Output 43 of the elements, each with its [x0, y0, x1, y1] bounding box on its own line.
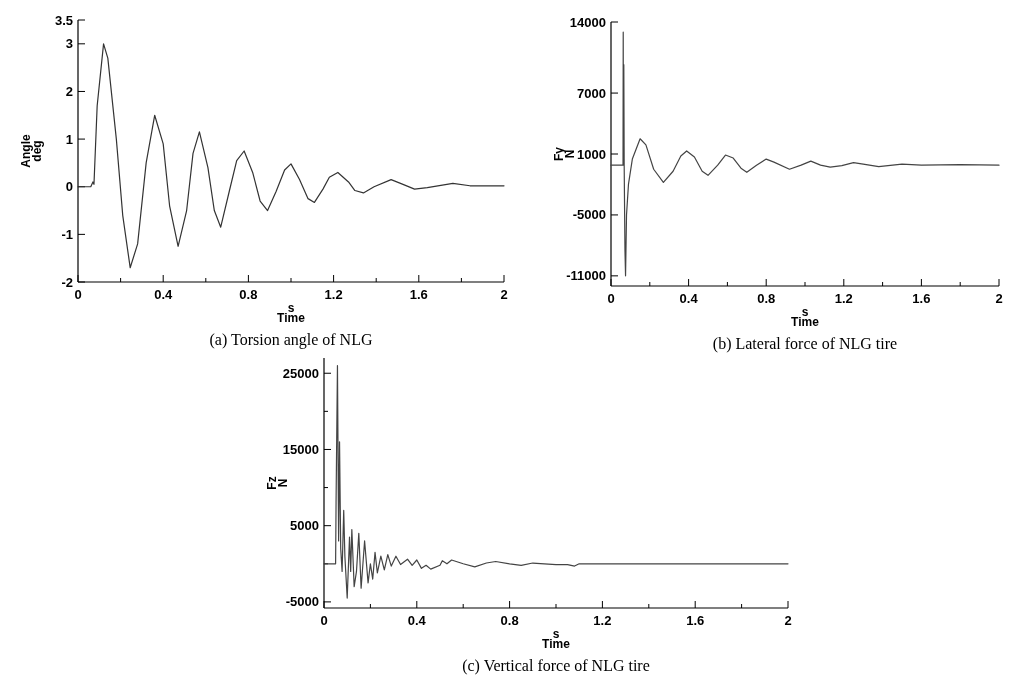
y-tick-label: 15000	[282, 442, 319, 458]
y-axis-title: Angle deg	[19, 134, 44, 168]
y-tick-label: 7000	[577, 85, 606, 101]
line-series	[323, 365, 789, 599]
x-tick-label: 2	[784, 613, 792, 628]
x-tick-label: 0.8	[239, 287, 258, 302]
y-tick-label: 3	[65, 36, 73, 52]
x-tick-label: 0.8	[757, 291, 776, 306]
y-tick-label: -5000	[285, 594, 319, 610]
x-tick-label: 0.8	[500, 613, 519, 628]
x-axis-title: s Time	[791, 305, 820, 329]
y-tick-label: 2	[65, 84, 73, 99]
y-axis-title: Fy N	[552, 146, 577, 162]
text: (c) Vertical force of NLG tire	[462, 657, 650, 675]
x-tick-label: 1.6	[912, 291, 931, 306]
y-axis-title: Fz N	[265, 476, 290, 490]
text: (a) Torsion angle of NLG	[209, 331, 373, 349]
x-tick-label: 1.6	[686, 613, 705, 628]
text: (b) Lateral force of NLG tire	[712, 335, 898, 353]
x-axis-title: s Time	[277, 301, 306, 325]
x-tick-label: 1.2	[593, 613, 612, 628]
y-tick-label: 25000	[282, 365, 319, 381]
x-tick-label: 0.4	[679, 291, 699, 306]
x-tick-label: 2	[500, 287, 508, 302]
x-axis-title: s Time	[542, 627, 571, 651]
x-tick-label: 2	[995, 291, 1003, 306]
line-series	[610, 31, 1000, 277]
y-tick-label: -5000	[572, 207, 606, 223]
x-tick-label: 1.6	[409, 287, 428, 302]
line-series	[77, 43, 505, 269]
y-tick-label: -1	[61, 226, 73, 242]
y-tick-label: -2	[61, 274, 73, 290]
y-tick-label: 5000	[290, 518, 319, 534]
x-tick-label: 0.4	[154, 287, 173, 302]
y-tick-label: -11000	[566, 268, 606, 284]
x-tick-label: 1.2	[324, 287, 343, 302]
y-tick-label: 0	[65, 179, 73, 195]
y-tick-label: 14000	[569, 14, 606, 30]
y-tick-label: 1	[65, 131, 73, 147]
y-tick-label: 1000	[577, 146, 606, 162]
y-tick-label: 3.5	[54, 12, 73, 28]
x-tick-label: 1.2	[834, 291, 853, 306]
x-tick-label: 0.4	[407, 613, 427, 628]
